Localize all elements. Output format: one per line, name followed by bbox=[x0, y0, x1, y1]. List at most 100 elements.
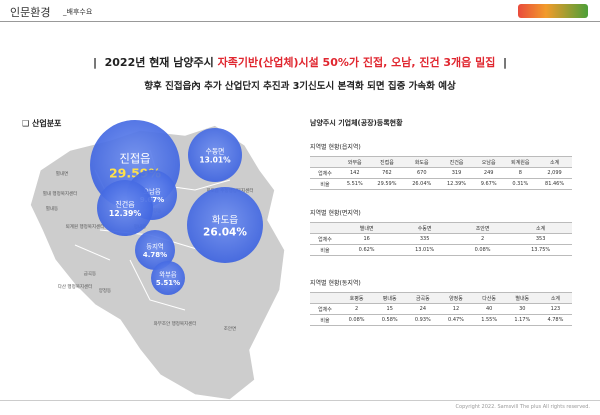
bubble-value: 4.78% bbox=[143, 251, 167, 259]
column-header: 호평동 bbox=[340, 292, 374, 304]
header-row: 와부읍 진접읍 화도읍 진건읍 오남읍 퇴계원읍 소계 bbox=[310, 156, 572, 168]
data-row: 업체수 16 335 2 353 bbox=[310, 233, 572, 245]
bubble-value: 5.51% bbox=[156, 279, 180, 287]
data-row: 비율 0.62% 13.01% 0.08% 13.75% bbox=[310, 244, 572, 256]
map-label: 별내면 bbox=[56, 170, 68, 177]
cell: 9.67% bbox=[473, 178, 504, 190]
map-label: 별내 행정복지센터 bbox=[43, 190, 78, 197]
bubble bbox=[97, 180, 153, 236]
column-header: 다산동 bbox=[472, 292, 506, 304]
cell: 2 bbox=[340, 303, 374, 315]
bubble bbox=[135, 230, 175, 270]
bubble-value: 13.01% bbox=[199, 156, 231, 165]
cell: 12.39% bbox=[439, 178, 474, 190]
cell: 13.01% bbox=[393, 244, 456, 256]
column-header: 진접읍 bbox=[369, 156, 405, 168]
cell: 319 bbox=[439, 167, 474, 179]
cell: 142 bbox=[340, 167, 370, 179]
column-header: 퇴계원읍 bbox=[503, 156, 538, 168]
cell: 123 bbox=[538, 303, 572, 315]
headline-prefix: 2022년 현재 남양주시 bbox=[104, 56, 214, 69]
cell: 12 bbox=[439, 303, 473, 315]
cell: 0.62% bbox=[340, 244, 394, 256]
table-title: 지역별 현황(동지역) bbox=[310, 280, 361, 287]
header-bar: 인문환경 _배후수요 bbox=[0, 0, 600, 22]
cell: 670 bbox=[404, 167, 440, 179]
bubble-name: 동지역 bbox=[146, 242, 163, 251]
cell: 30 bbox=[505, 303, 539, 315]
cell: 762 bbox=[369, 167, 405, 179]
corner-cell bbox=[310, 292, 340, 304]
map-title-text: 산업분포 bbox=[31, 119, 62, 128]
bubble bbox=[187, 187, 263, 263]
section-title: 인문환경 bbox=[10, 6, 51, 19]
data-row: 비율 5.51% 29.59% 26.04% 12.39% 9.67% 0.31% 81.46… bbox=[310, 178, 572, 190]
cell: 29.59% bbox=[369, 178, 405, 190]
cell: 16 bbox=[340, 233, 394, 245]
column-header: 양정동 bbox=[439, 292, 473, 304]
column-header: 와부읍 bbox=[340, 156, 370, 168]
row-label: 업체수 bbox=[310, 233, 340, 245]
table: 와부읍 진접읍 화도읍 진건읍 오남읍 퇴계원읍 소계 업체수 142 762 670 319 249 8… bbox=[310, 156, 572, 190]
bubble bbox=[188, 128, 242, 182]
bubble-value: 9.67% bbox=[140, 196, 164, 204]
table: 별내면 수동면 조안면 소계 업체수 16 335 2 353 비율 0.62% 13.01% 0.08… bbox=[310, 222, 572, 256]
column-header: 소계 bbox=[509, 222, 572, 234]
cell: 0.08% bbox=[455, 244, 510, 256]
column-header: 조안면 bbox=[455, 222, 510, 234]
cell: 15 bbox=[373, 303, 407, 315]
map-label: 금곡동 bbox=[84, 271, 96, 277]
corner-cell bbox=[310, 222, 340, 234]
bubble bbox=[151, 261, 185, 295]
bubble-name: 와부읍 bbox=[159, 271, 177, 279]
table-block: 지역별 현황(읍지역) 와부읍 진접읍 화도읍 진건읍 오남읍 퇴계원읍 소계 업체수 142 76… bbox=[310, 142, 572, 190]
column-header: 평내동 bbox=[373, 292, 407, 304]
data-row: 업체수 2 15 24 12 40 30 123 bbox=[310, 303, 572, 315]
column-header: 소계 bbox=[537, 156, 572, 168]
corner-cell bbox=[310, 156, 340, 168]
subsection-title: _배후수요 bbox=[63, 8, 93, 16]
table-title: 지역별 현황(면지역) bbox=[310, 210, 361, 217]
footer: Copyright 2022. Samsvill The plus All ri… bbox=[455, 404, 590, 410]
footer-line bbox=[0, 400, 600, 401]
map-label: 와부조안 행정복지센터 bbox=[154, 320, 197, 327]
table: 호평동 평내동 금곡동 양정동 다산동 별내동 소계 업체수 2 15 24 12 40 30 123 비율 0… bbox=[310, 292, 572, 326]
cell: 13.75% bbox=[509, 244, 572, 256]
cell: 1.17% bbox=[505, 314, 539, 326]
cell: 0.58% bbox=[373, 314, 407, 326]
cell: 249 bbox=[473, 167, 504, 179]
bubble-name: 수동면 bbox=[206, 147, 225, 156]
subtitle: 향후 진접읍內 추가 산업단지 추진과 3기신도시 본격화 되면 집중 가속화 … bbox=[144, 81, 456, 92]
row-label: 비율 bbox=[310, 244, 340, 256]
column-header: 별내동 bbox=[505, 292, 539, 304]
data-row: 비율 0.08% 0.58% 0.93% 0.47% 1.55% 1.17% 4.78% bbox=[310, 314, 572, 326]
column-header: 소계 bbox=[538, 292, 572, 304]
row-label: 비율 bbox=[310, 314, 340, 326]
cell: 40 bbox=[472, 303, 506, 315]
table-block: 지역별 현황(동지역) 호평동 평내동 금곡동 양정동 다산동 별내동 소계 업체수 2 15 24 1… bbox=[310, 278, 572, 326]
cell: 81.46% bbox=[537, 178, 572, 190]
bubble-name: 화도읍 bbox=[212, 215, 238, 226]
map-title: ❑ 산업분포 bbox=[22, 119, 62, 128]
map-label: 퇴계원 행정복지센터 bbox=[66, 223, 105, 230]
map-label: 다산 행정복지센터 bbox=[58, 283, 93, 290]
cell: 5.51% bbox=[340, 178, 370, 190]
header-row: 별내면 수동면 조안면 소계 bbox=[310, 222, 572, 234]
column-header: 화도읍 bbox=[404, 156, 440, 168]
cell: 0.47% bbox=[439, 314, 473, 326]
cell: 0.08% bbox=[340, 314, 374, 326]
row-label: 업체수 bbox=[310, 303, 340, 315]
bubble-value: 26.04% bbox=[203, 227, 247, 239]
column-header: 진건읍 bbox=[439, 156, 474, 168]
bubble-name: 진접읍 bbox=[119, 153, 150, 166]
column-header: 오남읍 bbox=[473, 156, 504, 168]
tables-title: 남양주시 기업체(공장)등록현황 bbox=[310, 119, 403, 127]
cell: 0.31% bbox=[503, 178, 538, 190]
table-block: 지역별 현황(면지역) 별내면 수동면 조안면 소계 업체수 16 335 2 353 비율 0.62… bbox=[310, 208, 572, 256]
map-label: 별내동 bbox=[46, 205, 58, 212]
cell: 353 bbox=[509, 233, 572, 245]
column-header: 별내면 bbox=[340, 222, 394, 234]
column-header: 금곡동 bbox=[406, 292, 440, 304]
